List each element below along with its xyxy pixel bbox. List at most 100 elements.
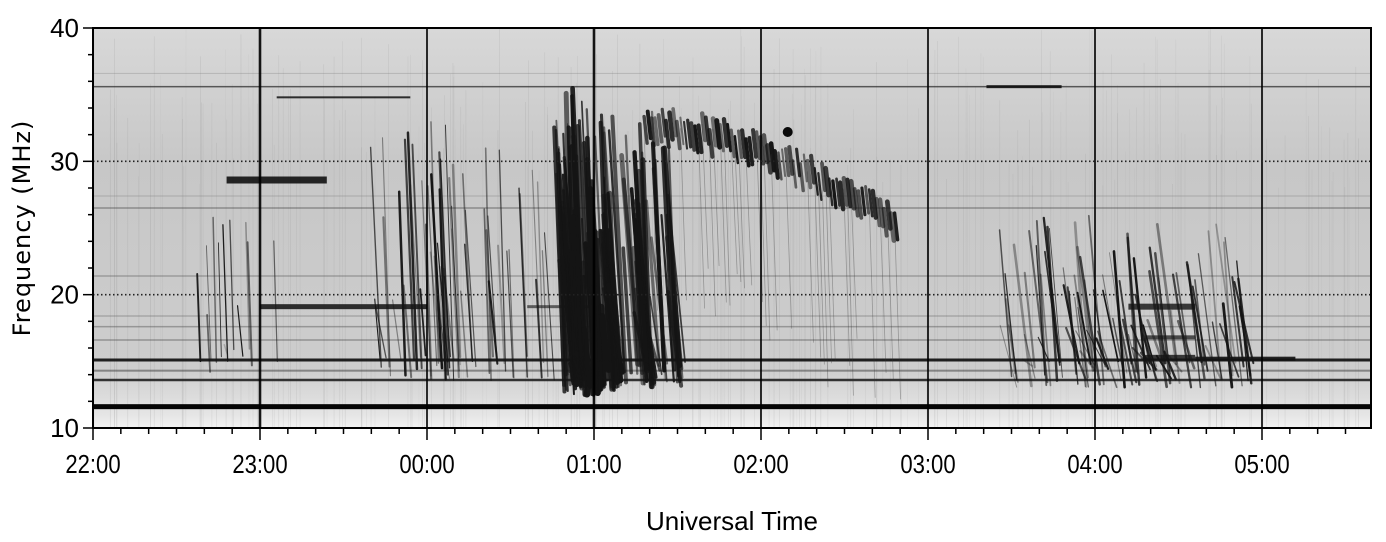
burst-streak	[459, 290, 469, 378]
burst-streak	[640, 151, 652, 387]
burst-streak	[381, 137, 392, 377]
drifting-arc-segment	[679, 116, 685, 146]
x-tick-label: 04:00	[1067, 450, 1122, 479]
burst-streak	[430, 173, 444, 370]
burst-streak	[577, 119, 594, 396]
drifting-arc-segment	[772, 149, 780, 180]
drifting-arc-segment	[699, 111, 708, 143]
x-tick-label: 03:00	[900, 450, 955, 479]
drifting-arc-segment	[707, 127, 715, 159]
x-tick-label: 22:00	[65, 450, 120, 479]
drifting-arc-segment	[813, 166, 819, 196]
burst-streak	[1175, 272, 1191, 364]
burst-streak	[610, 114, 629, 385]
burst-streak	[1039, 273, 1052, 387]
burst-streak	[651, 167, 666, 371]
burst-streak	[1004, 273, 1018, 381]
burst-streak	[483, 208, 491, 374]
interference-band	[93, 404, 1371, 410]
burst-streak	[1023, 271, 1036, 369]
interference-band	[93, 275, 1371, 277]
burst-streak	[1048, 228, 1063, 378]
emission-patch	[226, 176, 327, 184]
arc-tail	[821, 174, 829, 388]
burst-streak	[667, 195, 686, 363]
arc-tail	[825, 178, 833, 364]
arc-bright-spot	[782, 127, 793, 137]
burst-streak	[419, 288, 427, 357]
y-tick-label: 10	[50, 413, 79, 443]
burst-streak	[543, 232, 555, 381]
interference-band	[93, 378, 1371, 382]
x-tick-label: 00:00	[399, 450, 454, 479]
burst-streak	[411, 143, 423, 370]
arc-tail	[879, 210, 887, 373]
drifting-arc-segment	[733, 135, 740, 165]
burst-streak	[572, 358, 584, 375]
arc-tail	[709, 140, 716, 317]
drifting-arc-segment	[798, 162, 805, 193]
burst-streak	[1231, 276, 1245, 368]
burst-streak	[581, 326, 593, 389]
arc-tail	[868, 200, 876, 398]
burst-streak	[599, 312, 610, 372]
burst-streak	[608, 285, 621, 364]
interference-band	[93, 195, 1371, 197]
drifting-arc-segment	[674, 119, 682, 151]
burst-streak	[374, 298, 381, 361]
emission-patch	[1145, 354, 1196, 360]
burst-streak	[1167, 353, 1183, 373]
burst-streak	[1028, 230, 1049, 384]
drifting-arc-segment	[856, 189, 864, 220]
y-axis-title: Frequency (MHz)	[8, 120, 36, 337]
burst-streak	[1148, 246, 1167, 365]
drifting-arc-segment	[755, 130, 762, 161]
burst-streak	[427, 185, 438, 367]
interference-band	[93, 207, 1371, 209]
burst-streak	[245, 221, 251, 350]
burst-streak	[464, 243, 474, 362]
arc-tail	[850, 192, 858, 339]
burst-streak	[518, 193, 528, 358]
burst-streak	[1211, 321, 1223, 381]
drifting-arc-segment	[689, 121, 697, 152]
burst-streak	[498, 149, 507, 372]
burst-streak	[1215, 223, 1237, 364]
drifting-arc-segment	[751, 128, 759, 159]
burst-streak	[1224, 236, 1243, 387]
burst-streak	[1169, 309, 1181, 384]
radio-emission-layer	[93, 28, 1371, 428]
burst-streak	[382, 216, 391, 368]
burst-streak	[391, 299, 402, 361]
burst-streak	[666, 193, 680, 378]
burst-streak	[448, 176, 460, 379]
arc-tail	[763, 146, 771, 341]
interference-band	[93, 325, 1371, 328]
burst-streak	[1134, 293, 1151, 365]
burst-streak	[229, 219, 235, 351]
burst-streak	[375, 306, 387, 359]
burst-streak	[621, 246, 633, 375]
drifting-arc-segment	[656, 113, 664, 144]
drifting-arc-segment	[664, 118, 671, 150]
drifting-arc-segment	[874, 196, 882, 228]
drifting-arc-segment	[693, 124, 700, 155]
burst-streak	[595, 237, 603, 392]
drifting-arc-segment	[761, 133, 770, 165]
drifting-arc-segment	[696, 123, 704, 155]
drifting-arc-segment	[710, 116, 719, 148]
burst-streak	[410, 184, 422, 358]
drifting-arc-segment	[845, 177, 853, 209]
drifting-arc-segment	[642, 114, 649, 145]
burst-streak	[577, 323, 585, 378]
arc-tail	[650, 128, 658, 311]
arc-tail	[843, 188, 851, 366]
arc-tail	[847, 190, 854, 396]
interference-band	[93, 369, 1371, 372]
burst-streak	[1186, 263, 1206, 380]
burst-streak	[1223, 241, 1234, 377]
arc-tail	[745, 149, 753, 286]
drifting-arc-segment	[740, 128, 748, 160]
burst-streak	[464, 209, 477, 368]
burst-streak	[1073, 274, 1090, 379]
